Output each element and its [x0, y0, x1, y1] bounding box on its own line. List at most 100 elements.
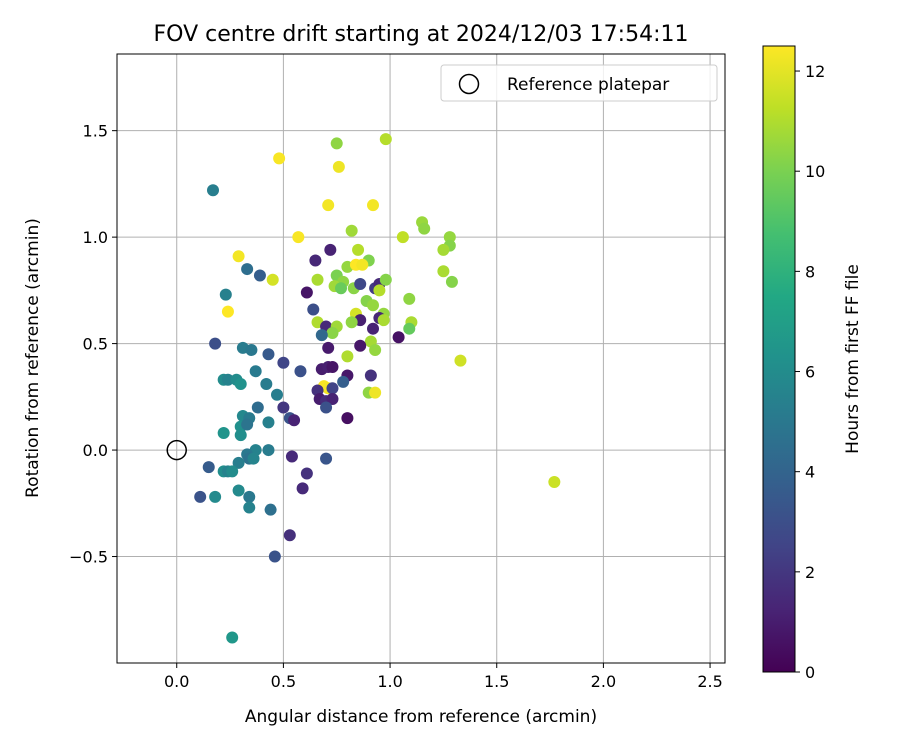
colorbar-gradient — [762, 45, 796, 673]
reference-point-layer — [166, 439, 187, 461]
y-tick-label: 0.5 — [83, 335, 108, 354]
data-point — [221, 305, 234, 318]
data-point — [315, 329, 328, 342]
data-point — [341, 412, 354, 425]
y-tick-label: 0.0 — [83, 441, 108, 460]
data-point — [260, 378, 273, 391]
data-point — [379, 133, 392, 146]
data-point — [241, 418, 254, 431]
data-point — [322, 341, 335, 354]
data-point — [341, 350, 354, 363]
data-point — [403, 292, 416, 305]
data-point — [232, 456, 245, 469]
colorbar-tick-label: 4 — [805, 463, 815, 482]
data-point — [377, 314, 390, 327]
data-point — [262, 348, 275, 361]
data-point — [548, 476, 561, 489]
data-point — [262, 444, 275, 457]
data-point — [437, 243, 450, 256]
data-point — [288, 414, 301, 427]
data-point — [300, 467, 313, 480]
data-point — [294, 365, 307, 378]
data-point — [373, 284, 386, 297]
data-point — [335, 282, 347, 295]
data-point — [292, 231, 305, 244]
y-tick-label: 1.5 — [83, 122, 108, 141]
data-point — [326, 361, 339, 374]
data-point — [403, 322, 416, 335]
data-point — [217, 427, 230, 440]
reference-platepar-marker — [166, 439, 187, 461]
colorbar-tick-label: 12 — [805, 62, 825, 81]
data-point — [437, 265, 450, 278]
data-point — [330, 137, 343, 150]
data-point — [354, 277, 367, 290]
legend: Reference platepar — [440, 64, 718, 102]
data-point — [332, 160, 345, 173]
chart-title: FOV centre drift starting at 2024/12/03 … — [154, 22, 689, 47]
data-point — [320, 452, 333, 465]
data-point — [209, 337, 222, 350]
data-point — [337, 375, 350, 388]
data-point — [326, 326, 339, 339]
data-point — [243, 490, 256, 503]
data-point — [443, 231, 456, 244]
data-point — [418, 222, 431, 235]
data-point — [345, 316, 358, 329]
x-tick-label: 0.5 — [271, 672, 296, 691]
data-point — [221, 373, 234, 386]
data-point — [369, 386, 382, 399]
data-point — [277, 356, 290, 369]
data-point — [271, 388, 283, 401]
plot-frame — [116, 53, 726, 664]
x-tick-label: 2.5 — [697, 672, 722, 691]
data-point — [322, 199, 335, 212]
colorbar-tick-label: 0 — [805, 663, 815, 682]
legend-box — [440, 64, 718, 102]
colorbar-tick-label: 2 — [805, 563, 815, 582]
colorbar-tick-label: 6 — [805, 363, 815, 382]
y-axis-ticks: −0.5 0.0 0.5 1.0 1.5 — [69, 122, 117, 567]
data-point — [352, 243, 365, 256]
data-point — [311, 273, 324, 286]
data-point — [379, 273, 392, 286]
data-point — [194, 490, 207, 503]
x-tick-label: 0.0 — [164, 672, 189, 691]
data-point — [296, 482, 309, 495]
data-point — [309, 254, 322, 267]
colorbar-tick-label: 8 — [805, 262, 815, 281]
data-point — [283, 529, 296, 542]
data-point — [367, 322, 379, 335]
y-tick-label: 1.0 — [83, 228, 108, 247]
data-point — [345, 224, 358, 237]
data-point — [367, 299, 379, 312]
data-point — [245, 343, 258, 356]
data-points — [194, 133, 561, 644]
data-point — [268, 550, 281, 563]
data-point — [247, 452, 260, 465]
data-point — [320, 401, 333, 414]
colorbar-tick-label: 10 — [805, 162, 825, 181]
data-point — [369, 343, 382, 356]
data-point — [392, 331, 405, 344]
x-axis-label: Angular distance from reference (arcmin) — [245, 707, 597, 727]
data-point — [324, 243, 337, 256]
legend-entry-reference: Reference platepar — [507, 75, 669, 95]
data-point — [307, 303, 320, 316]
data-point — [234, 429, 247, 442]
colorbar: 0 2 4 6 8 10 12 Hours from first FF file — [762, 45, 863, 682]
data-point — [202, 461, 215, 474]
data-point — [445, 275, 458, 288]
colorbar-label: Hours from first FF file — [843, 264, 863, 454]
x-tick-label: 1.0 — [377, 672, 402, 691]
data-point — [273, 152, 286, 165]
data-point — [219, 288, 232, 301]
data-point — [251, 401, 264, 414]
data-point — [209, 490, 222, 503]
data-point — [226, 465, 239, 478]
x-tick-label: 1.5 — [484, 672, 509, 691]
y-axis-label: Rotation from reference (arcmin) — [23, 218, 43, 498]
data-point — [364, 369, 377, 382]
data-point — [300, 286, 313, 299]
